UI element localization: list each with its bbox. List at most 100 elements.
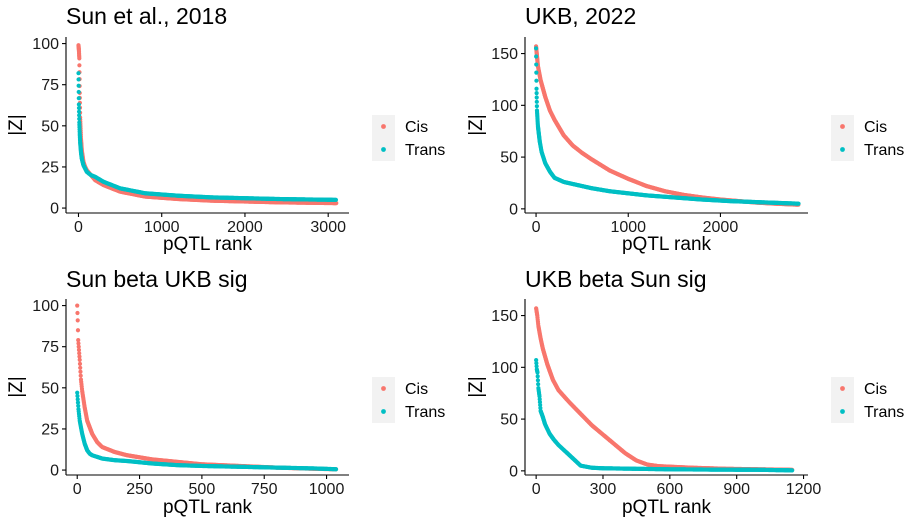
series-trans (533, 46, 801, 206)
data-point (76, 105, 82, 111)
data-point (77, 351, 82, 356)
data-point (78, 373, 83, 378)
data-point (76, 403, 81, 409)
data-point (75, 303, 80, 308)
data-point (77, 357, 82, 362)
legend-key-cis (840, 386, 845, 391)
y-tick-label: 0 (509, 201, 518, 218)
legend-label: Trans (405, 404, 445, 421)
data-point (534, 78, 539, 83)
chart-panel-4: UKB beta Sun sig 0 50 100 150 0 300 600 900 1200 p… (466, 266, 904, 518)
legend-label: Cis (864, 381, 887, 398)
legend-label: Cis (405, 119, 428, 136)
data-point (77, 361, 83, 366)
series-trans (76, 71, 339, 202)
y-tick-label: 100 (32, 36, 59, 53)
x-tick-label: 2000 (227, 219, 263, 236)
data-point (78, 369, 83, 374)
x-tick-label: 900 (723, 481, 750, 498)
data-point (77, 63, 82, 68)
y-axis-label: |Z| (6, 376, 27, 397)
data-point (76, 344, 81, 349)
y-tick-label: 25 (41, 159, 59, 176)
data-point (76, 109, 82, 114)
data-point (76, 338, 81, 343)
data-point (534, 70, 539, 75)
chart-title: Sun beta UKB sig (66, 266, 248, 292)
data-point (534, 86, 539, 91)
legend: Cis Trans (831, 115, 904, 161)
data-point (76, 341, 81, 346)
legend-label: Cis (405, 381, 428, 398)
series-cis (75, 303, 339, 472)
y-tick-label: 50 (41, 380, 59, 397)
data-point (76, 96, 81, 101)
data-points (76, 43, 339, 206)
data-point (535, 370, 540, 375)
x-tick-label: 2000 (703, 219, 739, 236)
y-tick-label: 0 (50, 463, 59, 480)
data-point (535, 374, 540, 379)
legend: Cis Trans (831, 377, 904, 423)
data-point (534, 361, 539, 366)
data-point (536, 382, 541, 387)
x-tick-label: 1200 (786, 481, 822, 498)
data-point (75, 310, 80, 316)
y-tick-label: 0 (50, 201, 59, 218)
x-axis-label: pQTL rank (622, 234, 712, 255)
legend: Cis Trans (372, 377, 445, 423)
legend-label: Trans (864, 142, 904, 159)
x-axis-label: pQTL rank (163, 497, 253, 518)
x-tick-label: 1000 (610, 219, 646, 236)
y-tick-label: 100 (491, 98, 518, 115)
y-tick-label: 75 (41, 77, 59, 94)
x-tick-label: 1000 (309, 481, 345, 498)
chart-title: UKB beta Sun sig (525, 266, 707, 292)
y-axis-label: |Z| (466, 114, 487, 135)
y-axis-label: |Z| (6, 114, 27, 135)
legend-key-cis (381, 124, 386, 129)
legend-key-cis (840, 124, 845, 129)
data-point (77, 354, 82, 359)
x-tick-label: 250 (126, 481, 153, 498)
x-tick-label: 1000 (144, 219, 180, 236)
chart-title: Sun et al., 2018 (66, 3, 227, 29)
legend-label: Cis (864, 119, 887, 136)
data-point (78, 365, 83, 370)
data-point (77, 116, 82, 122)
legend-key-trans (840, 409, 845, 414)
legend-label: Trans (405, 142, 445, 159)
data-point (76, 71, 81, 76)
y-tick-label: 0 (509, 463, 518, 480)
data-points (75, 303, 339, 472)
x-tick-label: 300 (590, 481, 617, 498)
series-cis (534, 306, 795, 472)
series-trans (534, 357, 795, 473)
data-point (534, 95, 539, 100)
y-tick-label: 100 (32, 298, 59, 315)
y-tick-label: 50 (500, 150, 518, 167)
data-point (333, 197, 339, 202)
x-tick-label: 3000 (310, 219, 346, 236)
data-point (76, 83, 81, 88)
data-points (533, 44, 801, 207)
x-tick-label: 0 (73, 481, 82, 498)
data-point (534, 104, 539, 109)
data-point (77, 113, 82, 118)
y-tick-label: 25 (41, 421, 59, 438)
x-axis-label: pQTL rank (163, 234, 253, 255)
data-point (75, 393, 80, 399)
data-point (77, 56, 82, 61)
x-axis-label: pQTL rank (622, 497, 712, 518)
legend-label: Trans (864, 404, 904, 421)
data-point (534, 54, 539, 59)
chart-title: UKB, 2022 (525, 3, 636, 29)
data-point (334, 201, 339, 206)
series-cis (76, 43, 339, 206)
x-tick-label: 0 (532, 481, 541, 498)
data-point (75, 328, 81, 333)
y-tick-label: 50 (500, 412, 518, 429)
